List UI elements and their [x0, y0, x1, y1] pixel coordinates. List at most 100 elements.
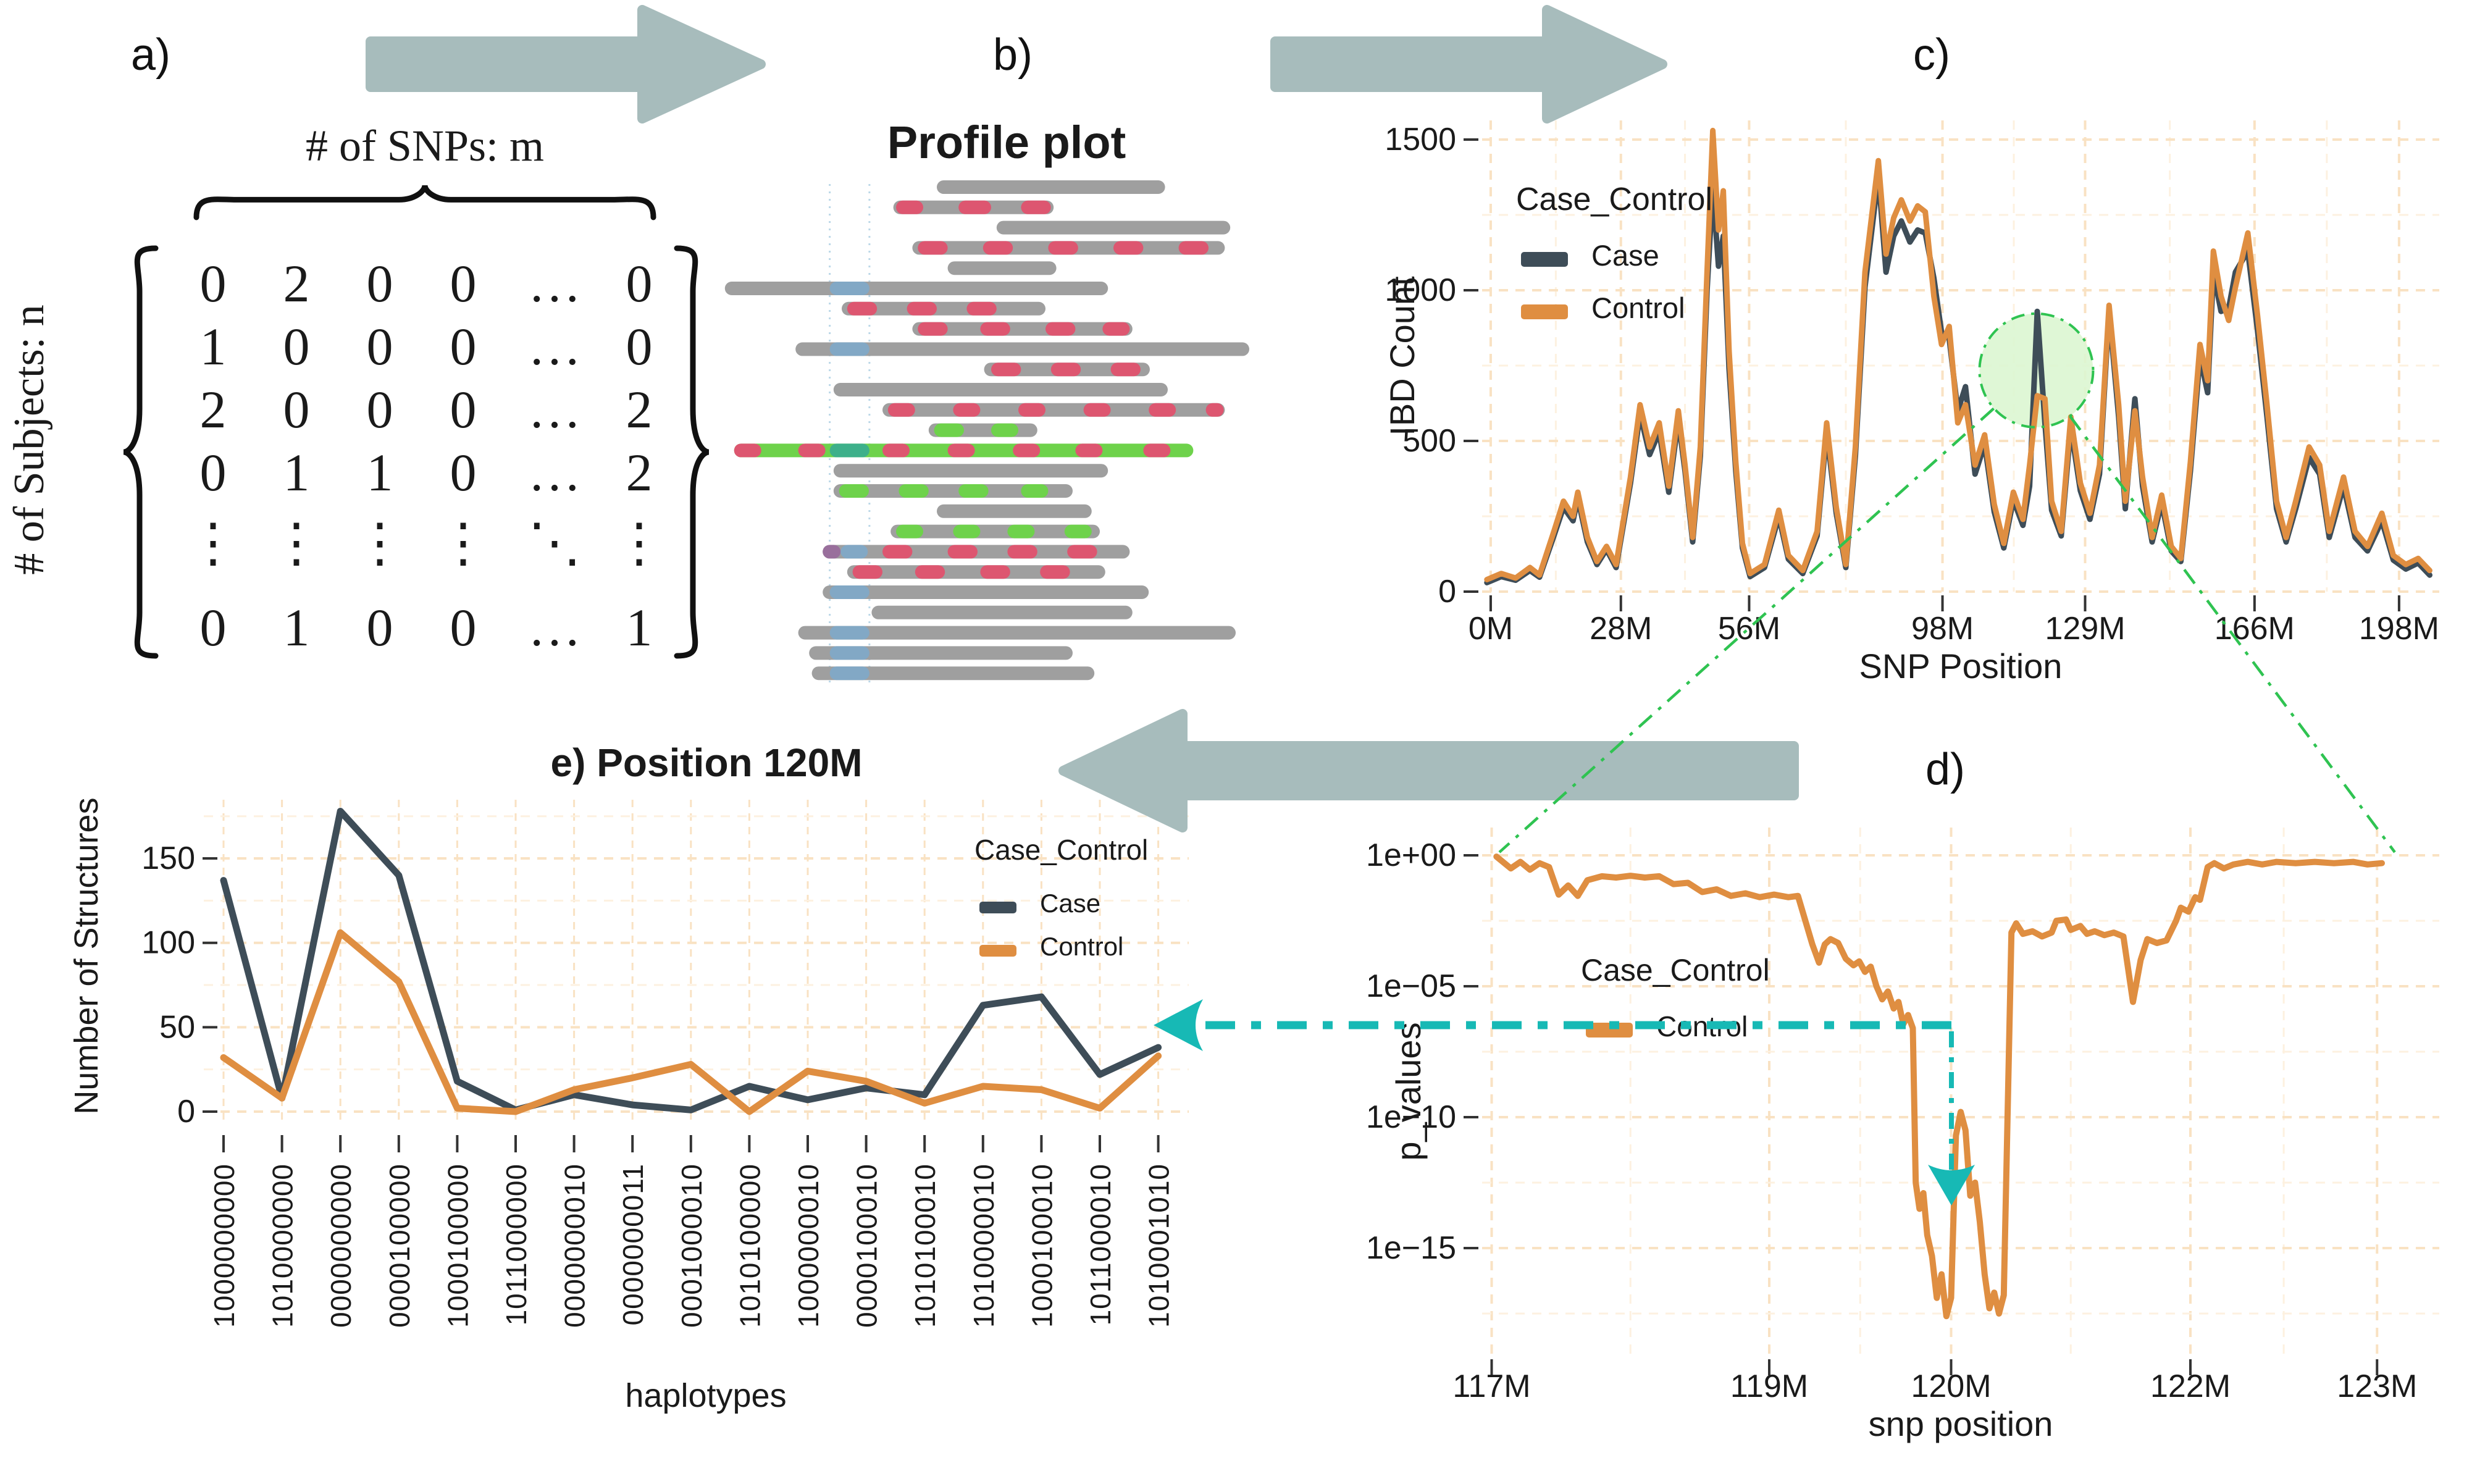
haplotype-label: 1000100010 — [1026, 1163, 1058, 1328]
zoom-link-line — [2069, 415, 2396, 853]
profile-bar-segment — [980, 565, 1010, 579]
matrix-cell: 1 — [283, 598, 310, 657]
flow-arrow-b-to-c — [1270, 5, 1667, 124]
profile-bar-segment — [896, 524, 923, 539]
profile-bar-segment — [829, 626, 869, 640]
y-tick-label: 1e−15 — [1366, 1230, 1456, 1266]
matrix-cell: 0 — [367, 380, 393, 439]
panel-a-label: a) — [131, 30, 171, 80]
profile-bar-segment — [1143, 443, 1171, 458]
haplotype-label: 0000000010 — [559, 1163, 591, 1328]
x-tick-label: 119M — [1730, 1369, 1808, 1404]
y-tick-label: 1e−10 — [1366, 1099, 1456, 1135]
legend-label: Case — [1591, 239, 1659, 272]
profile-bar-segment — [829, 646, 869, 660]
profile-bar — [937, 504, 1092, 518]
profile-bar — [833, 464, 1108, 478]
matrix-cell: … — [528, 317, 581, 376]
y-tick-label: 100 — [141, 925, 195, 961]
matrix-cell: 0 — [367, 317, 393, 376]
teal-left-arrowhead — [1154, 999, 1203, 1051]
x-tick-label: 0M — [1469, 611, 1513, 647]
profile-bar-segment — [934, 423, 964, 437]
profile-bar-segment — [1018, 403, 1045, 417]
profile-bar-segment — [1048, 241, 1078, 255]
profile-bar — [795, 342, 1249, 356]
profile-bar — [724, 282, 1108, 295]
profile-bar-segment — [1102, 322, 1130, 336]
profile-bar — [833, 484, 1073, 498]
matrix-cell: 2 — [200, 380, 227, 439]
profile-bar — [890, 524, 1100, 539]
profile-bar-segment — [839, 484, 869, 498]
profile-bar-segment — [1064, 524, 1092, 539]
matrix-top-label: # of SNPs: m — [305, 121, 545, 170]
profile-bar-segment — [980, 322, 1010, 336]
profile-bar-segment — [991, 423, 1018, 437]
profile-bar-segment — [798, 443, 826, 458]
x-tick-label: 198M — [2359, 611, 2439, 647]
profile-bar-segment — [852, 565, 882, 579]
haplotype-label: 0000000000 — [325, 1163, 357, 1328]
x-tick-label: 129M — [2045, 611, 2125, 647]
legend-swatch — [979, 945, 1016, 957]
haplotype-label: 1010000000 — [267, 1163, 299, 1328]
y-tick-label: 500 — [1402, 423, 1456, 459]
matrix-cell: ⋮ — [613, 513, 666, 572]
haplotype-label: 0000100010 — [851, 1163, 883, 1328]
profile-bar-segment — [829, 342, 869, 356]
legend-swatch — [1586, 1023, 1633, 1038]
matrix-cell: 0 — [450, 254, 477, 313]
y-tick-label: 150 — [141, 841, 195, 876]
legend-title: Case_Control — [1581, 953, 1770, 987]
haplotype-label: 0000100000 — [383, 1163, 416, 1328]
y-tick-label: 50 — [159, 1009, 195, 1045]
haplotype-label: 1010100010 — [909, 1163, 941, 1328]
series-control — [1493, 853, 2385, 1320]
y-tick-label: 1e−05 — [1366, 968, 1456, 1004]
profile-bar-segment — [1075, 443, 1103, 458]
matrix-cell: 2 — [626, 380, 653, 439]
matrix-cell: 0 — [450, 380, 477, 439]
matrix-cell: 1 — [626, 598, 653, 657]
matrix-cell: … — [528, 443, 581, 502]
haplotype-label: 1010001010 — [1143, 1163, 1175, 1328]
haplotype-label: 1000000010 — [792, 1163, 824, 1328]
matrix-cell: 1 — [200, 317, 227, 376]
profile-bar — [798, 626, 1236, 640]
profile-bar — [811, 666, 1095, 681]
profile-bar-segment — [887, 403, 915, 417]
y-tick-label: 0 — [1438, 574, 1456, 610]
profile-bar-segment — [734, 443, 761, 458]
profile-bar-segment — [1050, 363, 1081, 377]
flow-arrow-d-to-e — [1058, 709, 1799, 832]
matrix-left-brace — [123, 245, 159, 659]
x-tick-label: 123M — [2337, 1369, 2417, 1404]
matrix-cell: 0 — [450, 443, 477, 502]
profile-bar — [996, 220, 1231, 235]
y-axis-title: p_values — [1389, 1022, 1428, 1160]
profile-bar-segment — [953, 403, 981, 417]
y-axis-title: IBD Count — [1383, 276, 1422, 436]
profile-bar — [809, 646, 1073, 660]
profile-bar-segment — [1083, 403, 1111, 417]
profile-bar-segment — [823, 545, 841, 559]
matrix-cell: ⋱ — [528, 513, 581, 572]
profile-bar — [871, 605, 1133, 619]
teal-down-arrowhead — [1928, 1165, 1975, 1205]
y-tick-label: 1500 — [1385, 122, 1456, 157]
profile-bar-segment — [1021, 484, 1049, 498]
profile-bar-segment — [840, 545, 868, 559]
profile-bar-segment — [983, 241, 1013, 255]
legend-title: Case_Control — [974, 834, 1148, 866]
haplotype-label: 0001000010 — [676, 1163, 708, 1328]
legend-label: Control — [1591, 291, 1685, 324]
profile-bar-segment — [953, 524, 981, 539]
haplotype-label: 1000000000 — [208, 1163, 240, 1328]
matrix-right-brace — [674, 245, 710, 659]
x-tick-label: 28M — [1590, 611, 1652, 647]
legend-label: Control — [1040, 932, 1123, 961]
profile-bar-segment — [991, 363, 1021, 377]
